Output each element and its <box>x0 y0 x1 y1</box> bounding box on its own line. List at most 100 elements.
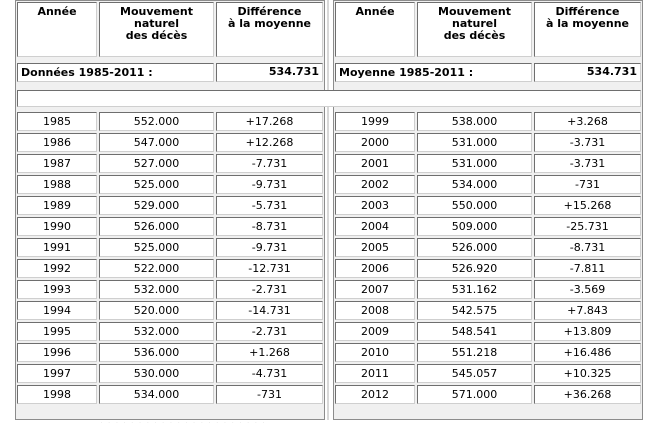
difference-cell: +12.268 <box>216 133 323 152</box>
year-cell: 2000 <box>335 133 415 152</box>
year-cell: 1992 <box>17 259 97 278</box>
year-cell: 2007 <box>335 280 415 299</box>
header-movement-line3: des décès <box>443 29 506 42</box>
year-cell: 1994 <box>17 301 97 320</box>
deaths-value-cell: 538.000 <box>417 112 532 131</box>
difference-cell: -731 <box>534 175 641 194</box>
difference-cell: -7.811 <box>534 259 641 278</box>
deaths-value-cell: 552.000 <box>99 112 214 131</box>
year-cell: 1985 <box>17 112 97 131</box>
deaths-value-cell: 532.000 <box>99 322 214 341</box>
header-difference-line2: à la moyenne <box>227 17 312 30</box>
summary-right-label: Moyenne 1985-2011 : <box>335 63 532 82</box>
difference-cell: -9.731 <box>216 238 323 257</box>
header-difference-line2: à la moyenne <box>545 17 630 30</box>
difference-cell: -9.731 <box>216 175 323 194</box>
header-difference-right: Différence à la moyenne <box>534 2 641 57</box>
year-cell: 2005 <box>335 238 415 257</box>
year-cell: 2006 <box>335 259 415 278</box>
year-cell: 1997 <box>17 364 97 383</box>
difference-cell: -7.731 <box>216 154 323 173</box>
header-year-right: Année <box>335 2 415 57</box>
deaths-value-cell: 534.000 <box>99 385 214 404</box>
year-cell: 2003 <box>335 196 415 215</box>
deaths-value-cell: 509.000 <box>417 217 532 236</box>
summary-left-label-text: Données 1985-2011 : <box>21 66 153 79</box>
deaths-value-cell: 531.000 <box>417 133 532 152</box>
header-difference-left: Différence à la moyenne <box>216 2 323 57</box>
header-movement-line1: Mouvement <box>438 5 511 18</box>
deaths-value-cell: 527.000 <box>99 154 214 173</box>
difference-cell: +16.486 <box>534 343 641 362</box>
header-movement-line3: des décès <box>125 29 188 42</box>
deaths-value-cell: 525.000 <box>99 238 214 257</box>
summary-right-value: 534.731 <box>534 63 641 82</box>
year-cell: 2004 <box>335 217 415 236</box>
difference-cell: -3.731 <box>534 154 641 173</box>
year-cell: 1986 <box>17 133 97 152</box>
difference-cell: -731 <box>216 385 323 404</box>
deaths-value-cell: 551.218 <box>417 343 532 362</box>
header-movement-left: Mouvement naturel des décès <box>99 2 214 57</box>
difference-cell: +15.268 <box>534 196 641 215</box>
summary-right-label-text: Moyenne 1985-2011 : <box>339 66 474 79</box>
header-year-left: Année <box>17 2 97 57</box>
difference-cell: -14.731 <box>216 301 323 320</box>
deaths-value-cell: 522.000 <box>99 259 214 278</box>
deaths-value-cell: 531.162 <box>417 280 532 299</box>
spacer-row <box>17 90 641 107</box>
difference-cell: -3.569 <box>534 280 641 299</box>
difference-cell: +13.809 <box>534 322 641 341</box>
year-cell: 1999 <box>335 112 415 131</box>
difference-cell: -5.731 <box>216 196 323 215</box>
deaths-value-cell: 529.000 <box>99 196 214 215</box>
year-cell: 1988 <box>17 175 97 194</box>
header-difference-line1: Différence <box>237 5 302 18</box>
deaths-value-cell: 525.000 <box>99 175 214 194</box>
deaths-value-cell: 542.575 <box>417 301 532 320</box>
year-cell: 1990 <box>17 217 97 236</box>
summary-left-label: Données 1985-2011 : <box>17 63 214 82</box>
year-cell: 2012 <box>335 385 415 404</box>
deaths-value-cell: 536.000 <box>99 343 214 362</box>
header-movement-right: Mouvement naturel des décès <box>417 2 532 57</box>
deaths-value-cell: 532.000 <box>99 280 214 299</box>
year-cell: 1998 <box>17 385 97 404</box>
difference-cell: -4.731 <box>216 364 323 383</box>
year-cell: 1991 <box>17 238 97 257</box>
deaths-value-cell: 571.000 <box>417 385 532 404</box>
difference-cell: +3.268 <box>534 112 641 131</box>
header-movement-line1: Mouvement <box>120 5 193 18</box>
difference-cell: +36.268 <box>534 385 641 404</box>
deaths-value-cell: 520.000 <box>99 301 214 320</box>
table-separator <box>327 0 329 420</box>
difference-cell: +17.268 <box>216 112 323 131</box>
year-cell: 1993 <box>17 280 97 299</box>
footnote-text: . . . . . . . . . . . . . . . . . . . . … <box>100 418 267 423</box>
deaths-value-cell: 534.000 <box>417 175 532 194</box>
year-cell: 2011 <box>335 364 415 383</box>
difference-cell: +7.843 <box>534 301 641 320</box>
difference-cell: -2.731 <box>216 280 323 299</box>
year-cell: 1987 <box>17 154 97 173</box>
year-cell: 2010 <box>335 343 415 362</box>
header-year-text: Année <box>37 5 77 18</box>
header-movement-line2: naturel <box>134 17 179 30</box>
deaths-value-cell: 526.000 <box>99 217 214 236</box>
difference-cell: +1.268 <box>216 343 323 362</box>
deaths-value-cell: 548.541 <box>417 322 532 341</box>
year-cell: 1995 <box>17 322 97 341</box>
difference-cell: -2.731 <box>216 322 323 341</box>
header-movement-line2: naturel <box>452 17 497 30</box>
difference-cell: -3.731 <box>534 133 641 152</box>
summary-left-value: 534.731 <box>216 63 323 82</box>
year-cell: 2002 <box>335 175 415 194</box>
difference-cell: -8.731 <box>534 238 641 257</box>
year-cell: 1996 <box>17 343 97 362</box>
deaths-value-cell: 545.057 <box>417 364 532 383</box>
header-year-text: Année <box>355 5 395 18</box>
year-cell: 1989 <box>17 196 97 215</box>
year-cell: 2009 <box>335 322 415 341</box>
difference-cell: -8.731 <box>216 217 323 236</box>
